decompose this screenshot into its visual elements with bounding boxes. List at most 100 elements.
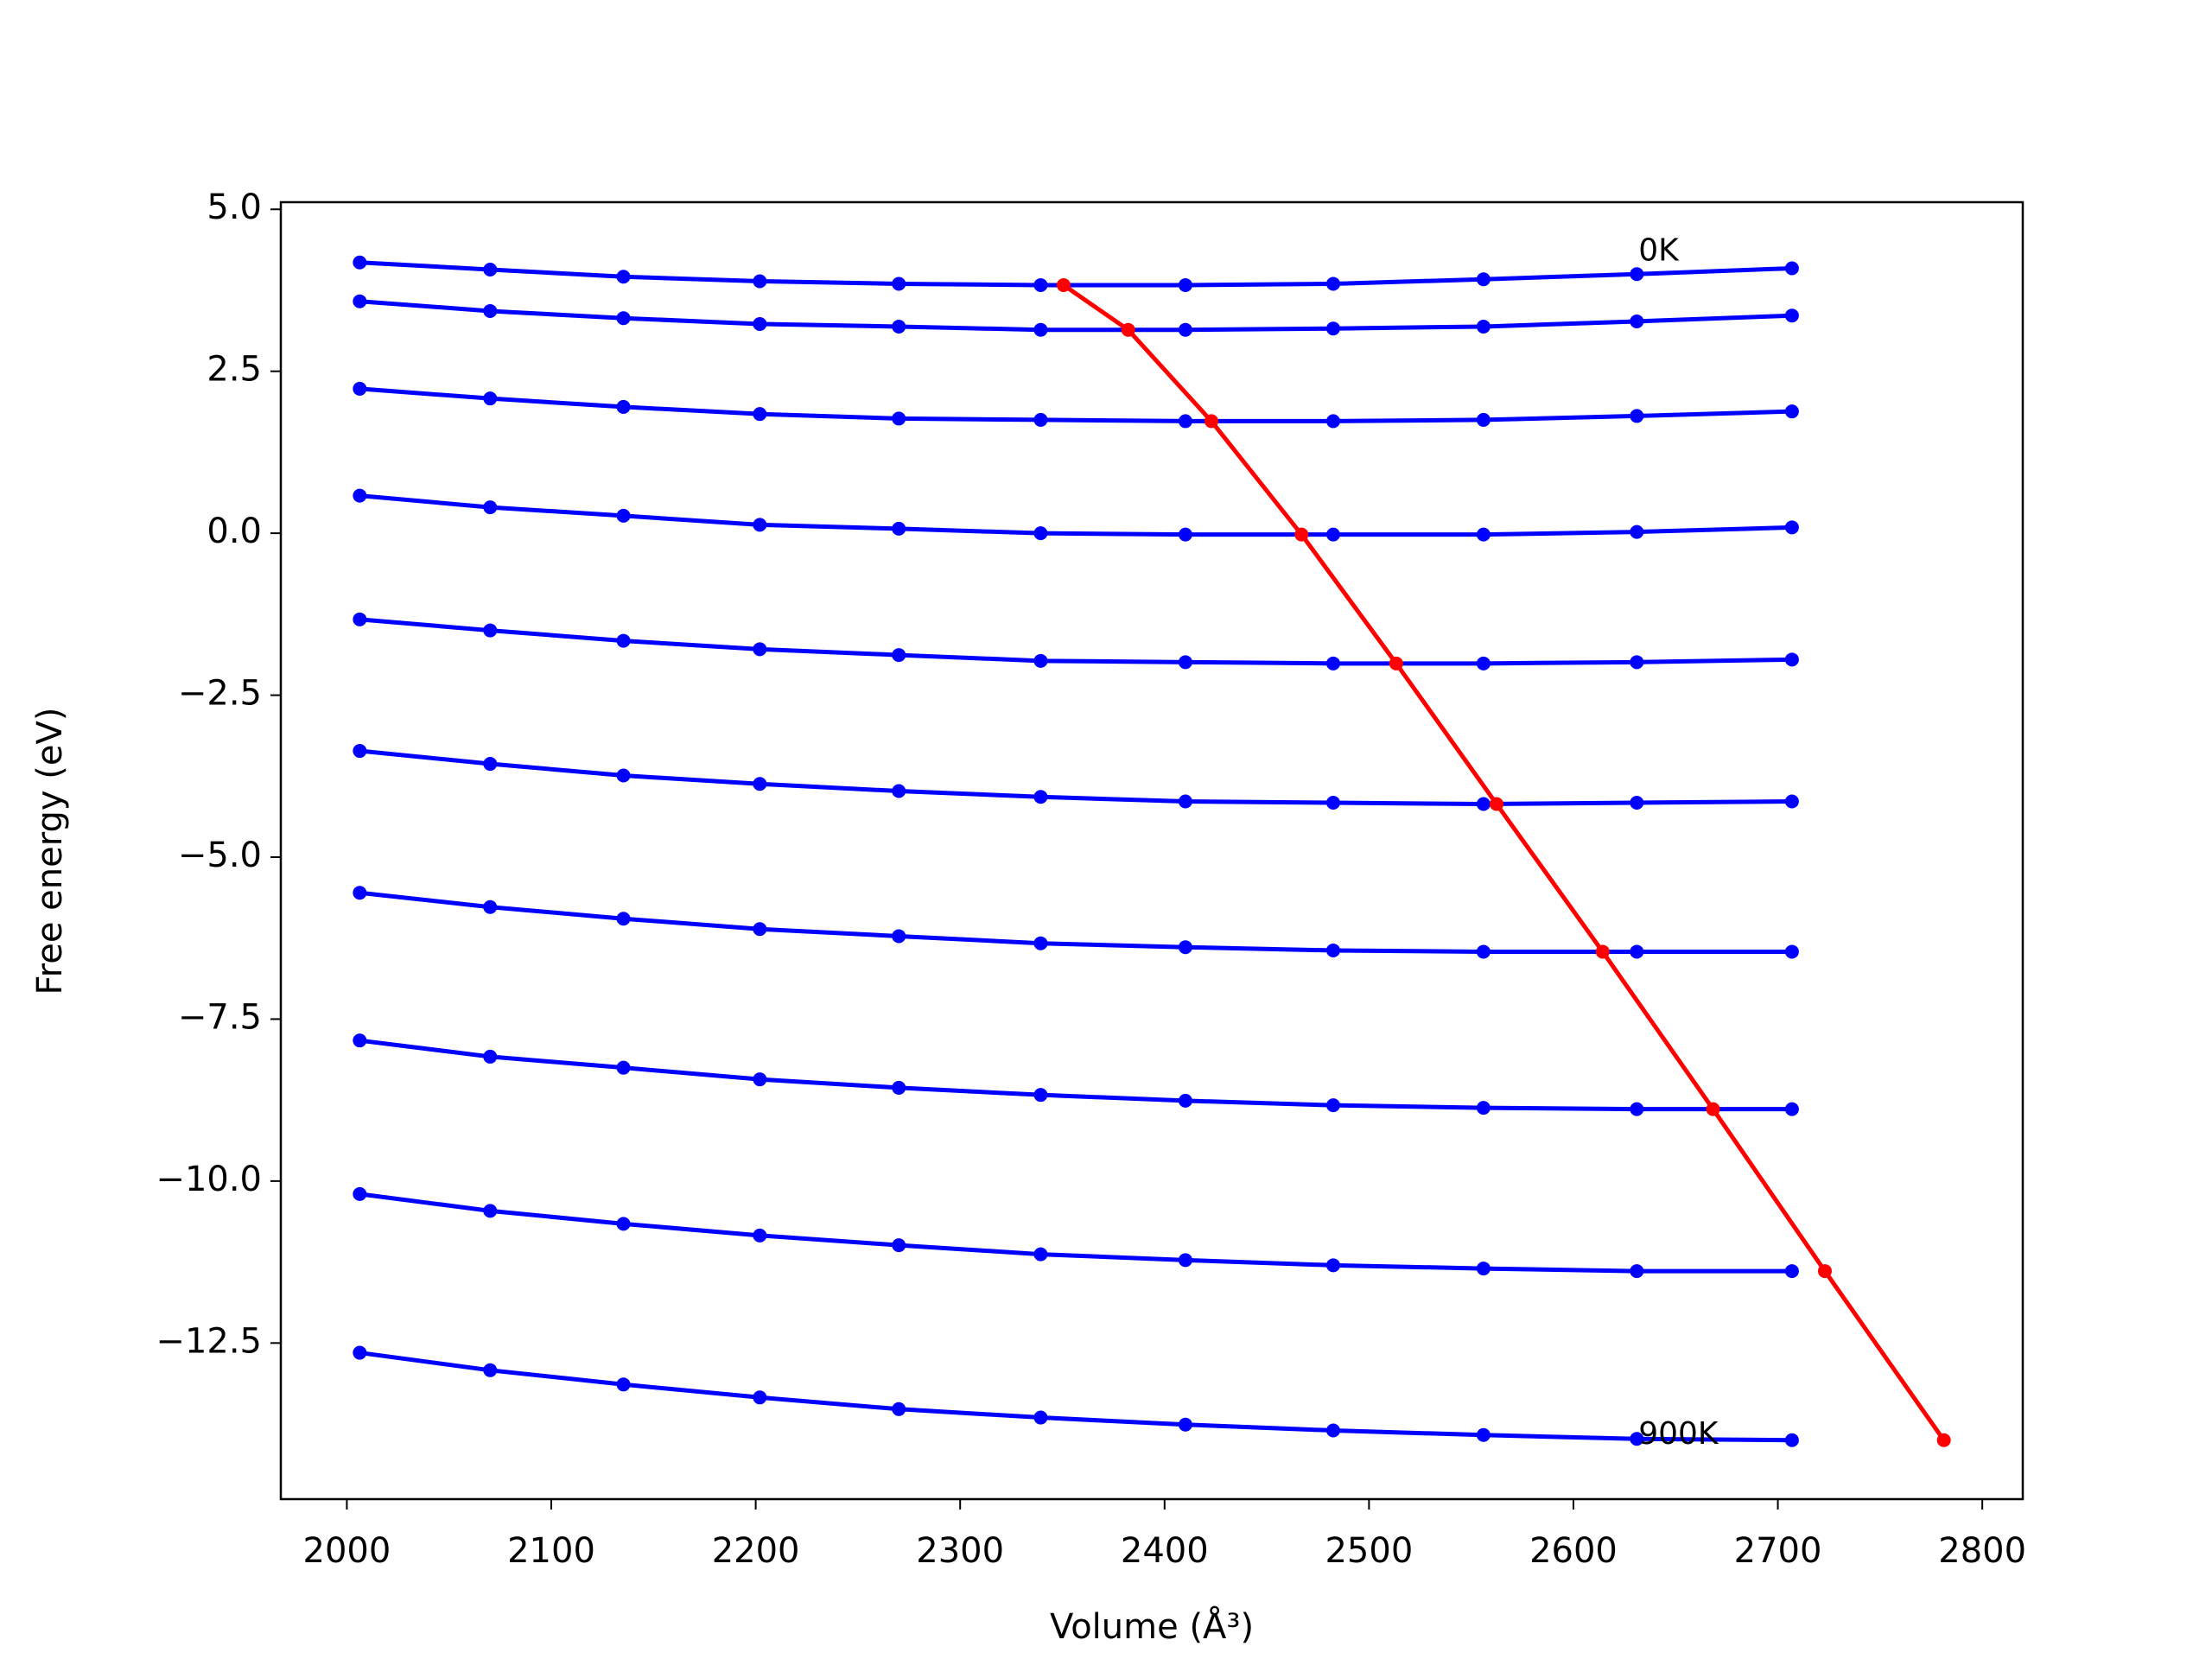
y-tick-label: 5.0 bbox=[207, 188, 262, 227]
point bbox=[892, 784, 906, 798]
point bbox=[616, 311, 631, 326]
point bbox=[616, 508, 631, 523]
point bbox=[353, 381, 367, 396]
point bbox=[1325, 1258, 1340, 1273]
point bbox=[1178, 277, 1192, 292]
point bbox=[1490, 797, 1504, 811]
series-line bbox=[1062, 283, 1946, 1442]
point bbox=[1178, 414, 1192, 429]
point bbox=[616, 399, 631, 414]
point bbox=[483, 500, 498, 515]
point bbox=[1476, 1101, 1491, 1116]
point bbox=[1033, 1247, 1048, 1262]
y-tick-label: −5.0 bbox=[178, 836, 262, 875]
point bbox=[892, 1402, 906, 1416]
point bbox=[1033, 322, 1048, 337]
point bbox=[1476, 1427, 1491, 1442]
point bbox=[1325, 943, 1340, 957]
point bbox=[616, 1377, 631, 1392]
point bbox=[353, 886, 367, 900]
point bbox=[892, 319, 906, 334]
point bbox=[1817, 1264, 1832, 1279]
point bbox=[892, 276, 906, 291]
point bbox=[1294, 527, 1309, 542]
point bbox=[1784, 308, 1799, 323]
point bbox=[1325, 414, 1340, 429]
point bbox=[353, 488, 367, 503]
point bbox=[892, 1238, 906, 1253]
x-tick-label: 2200 bbox=[712, 1531, 800, 1571]
x-tick-label: 2100 bbox=[507, 1531, 595, 1571]
point bbox=[483, 1204, 498, 1218]
x-tick-label: 2300 bbox=[916, 1531, 1004, 1571]
point bbox=[483, 1049, 498, 1064]
point bbox=[1178, 1253, 1192, 1268]
point bbox=[1784, 794, 1799, 809]
point bbox=[1121, 322, 1135, 337]
point bbox=[1325, 1423, 1340, 1438]
point bbox=[1476, 527, 1491, 542]
point bbox=[1178, 1093, 1192, 1108]
annotation: 900K bbox=[1638, 1416, 1719, 1452]
point bbox=[753, 1390, 767, 1405]
y-tick-label: −10.0 bbox=[156, 1160, 262, 1199]
point bbox=[1033, 653, 1048, 668]
point bbox=[1178, 940, 1192, 955]
point bbox=[1033, 1088, 1048, 1103]
point bbox=[1178, 527, 1192, 542]
point bbox=[483, 262, 498, 276]
point bbox=[1476, 944, 1491, 959]
point bbox=[1476, 319, 1491, 334]
point bbox=[353, 1033, 367, 1048]
point bbox=[1325, 321, 1340, 336]
point bbox=[753, 1072, 767, 1087]
point bbox=[353, 1186, 367, 1201]
point bbox=[1325, 1098, 1340, 1113]
point bbox=[753, 274, 767, 289]
plot-frame bbox=[279, 200, 2024, 1501]
point bbox=[353, 612, 367, 626]
point bbox=[1784, 944, 1799, 959]
point bbox=[1033, 790, 1048, 804]
point bbox=[892, 648, 906, 663]
point bbox=[353, 744, 367, 759]
y-tick-label: 2.5 bbox=[207, 350, 262, 390]
point bbox=[1476, 412, 1491, 427]
x-tick-label: 2800 bbox=[1938, 1531, 2026, 1571]
y-tick-label: −7.5 bbox=[178, 997, 262, 1037]
annotation: 0K bbox=[1638, 233, 1680, 269]
point bbox=[1476, 797, 1491, 811]
point bbox=[1178, 655, 1192, 670]
point bbox=[1033, 277, 1048, 292]
point bbox=[1033, 936, 1048, 950]
x-tick-label: 2400 bbox=[1121, 1531, 1209, 1571]
point bbox=[1706, 1102, 1720, 1116]
point bbox=[1630, 267, 1644, 282]
point bbox=[1630, 409, 1644, 423]
x-tick-label: 2500 bbox=[1325, 1531, 1413, 1571]
point bbox=[753, 1228, 767, 1243]
point bbox=[1389, 656, 1403, 671]
point bbox=[1630, 314, 1644, 328]
point bbox=[1476, 1262, 1491, 1276]
point bbox=[1204, 414, 1218, 429]
y-tick-label: −12.5 bbox=[156, 1321, 262, 1361]
y-tick-label: 0.0 bbox=[207, 512, 262, 551]
point bbox=[1033, 526, 1048, 541]
point bbox=[753, 407, 767, 422]
point bbox=[753, 777, 767, 791]
point bbox=[1784, 1102, 1799, 1116]
point bbox=[1033, 1410, 1048, 1425]
point bbox=[1476, 656, 1491, 671]
point bbox=[483, 303, 498, 318]
point bbox=[1178, 794, 1192, 809]
point bbox=[1178, 322, 1192, 337]
point bbox=[1784, 1264, 1799, 1279]
point bbox=[483, 1363, 498, 1377]
x-tick-label: 2700 bbox=[1734, 1531, 1822, 1571]
point bbox=[753, 922, 767, 937]
point bbox=[483, 757, 498, 772]
point bbox=[616, 1217, 631, 1231]
point bbox=[1630, 796, 1644, 810]
